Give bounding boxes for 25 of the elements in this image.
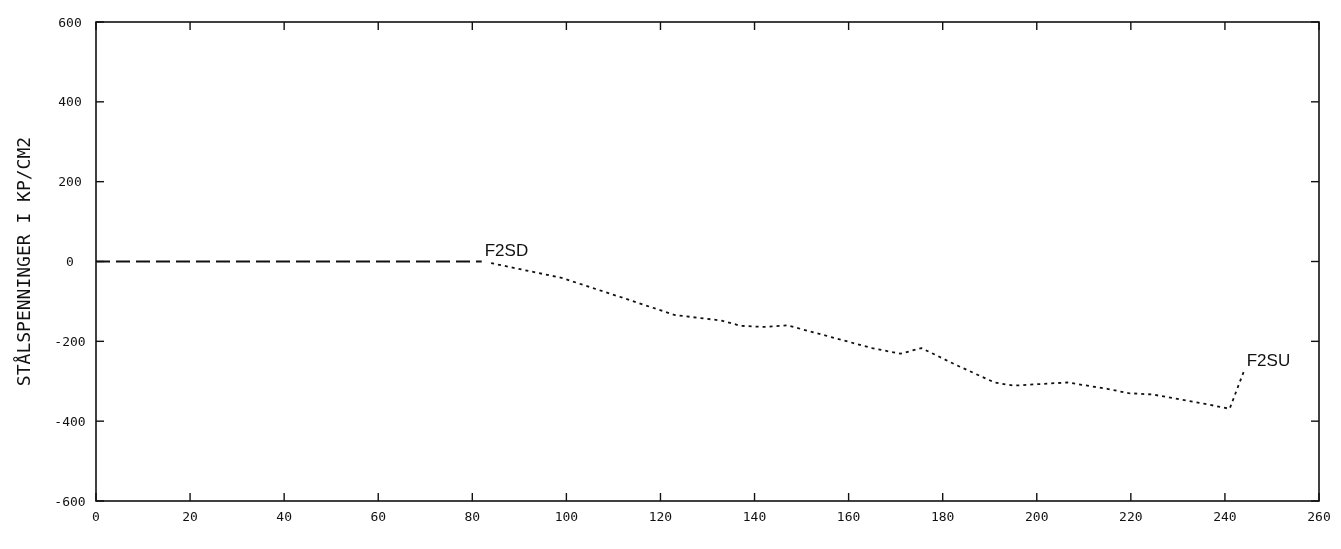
- x-tick-label: 220: [1119, 509, 1143, 524]
- x-tick-label: 40: [276, 509, 292, 524]
- x-tick-label: 20: [182, 509, 198, 524]
- y-tick-label: 0: [66, 254, 74, 270]
- y-axis-title: STÅLSPENNINGER I KP/CM2: [13, 136, 34, 387]
- series-label: F2SU: [1246, 350, 1291, 370]
- x-tick-label: 120: [648, 509, 673, 524]
- y-tick-label: 200: [58, 174, 82, 190]
- x-tick-label: 80: [464, 509, 481, 524]
- y-tick-label: 400: [58, 94, 82, 110]
- x-tick-label: 200: [1025, 509, 1049, 524]
- series-label: F2SD: [484, 240, 529, 260]
- x-tick-label: 260: [1307, 509, 1331, 524]
- x-tick-label: 100: [554, 509, 579, 524]
- y-tick-label: -200: [54, 333, 86, 349]
- y-tick-label: -600: [54, 493, 86, 509]
- line-series: [490, 262, 1245, 410]
- x-tick-label: 180: [930, 509, 955, 524]
- x-tick-label: 240: [1213, 509, 1237, 524]
- y-tick-label: 600: [58, 14, 82, 30]
- x-tick-label: 140: [742, 509, 767, 524]
- x-tick-label: 160: [836, 509, 861, 524]
- x-tick-label: 60: [370, 509, 387, 524]
- x-tick-label: 0: [92, 509, 100, 524]
- y-tick-label: -400: [54, 413, 86, 429]
